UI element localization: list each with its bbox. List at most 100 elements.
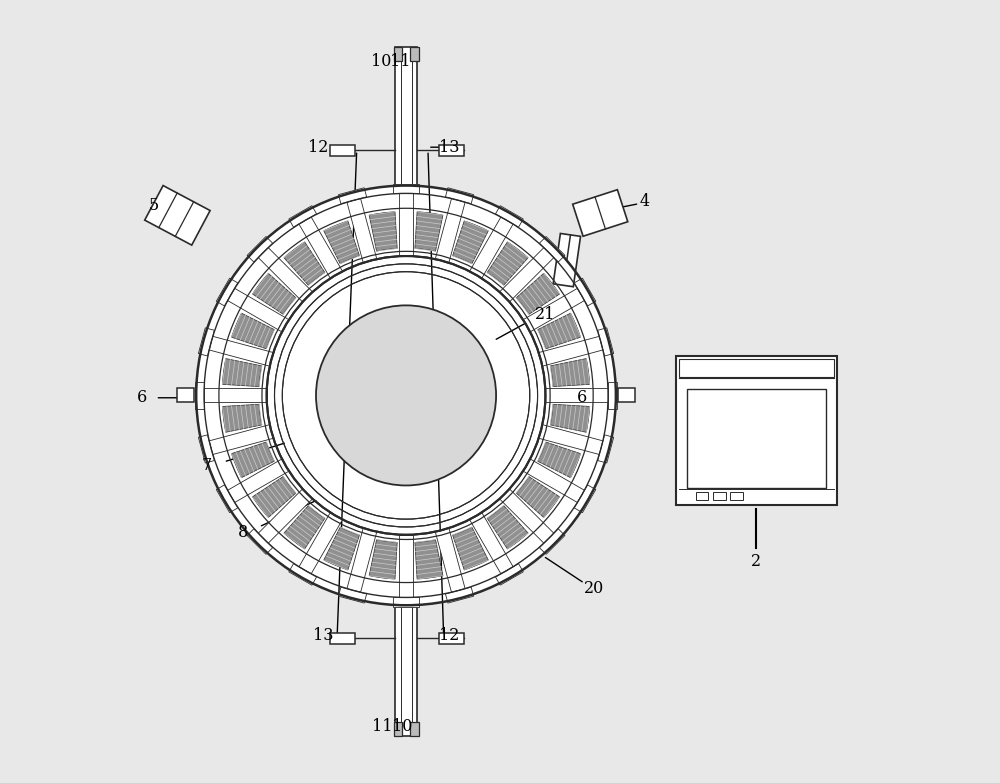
- Polygon shape: [538, 313, 581, 349]
- Polygon shape: [231, 313, 274, 349]
- Polygon shape: [399, 193, 413, 256]
- Circle shape: [284, 273, 528, 518]
- Bar: [394, 722, 402, 736]
- Text: 21: 21: [534, 306, 555, 323]
- Polygon shape: [435, 529, 465, 593]
- Bar: [676, 356, 837, 505]
- Polygon shape: [574, 485, 596, 513]
- Polygon shape: [209, 337, 273, 366]
- Polygon shape: [516, 477, 560, 518]
- Bar: [618, 388, 635, 402]
- Polygon shape: [539, 424, 603, 454]
- Polygon shape: [247, 236, 273, 262]
- Polygon shape: [289, 206, 317, 227]
- Polygon shape: [393, 597, 419, 607]
- Bar: [687, 389, 826, 488]
- Polygon shape: [539, 337, 603, 366]
- Polygon shape: [470, 513, 513, 574]
- Polygon shape: [228, 288, 289, 332]
- Polygon shape: [198, 435, 214, 463]
- Polygon shape: [470, 217, 513, 278]
- Bar: [395, 605, 417, 736]
- Polygon shape: [453, 221, 488, 264]
- Text: 5: 5: [149, 197, 159, 215]
- Polygon shape: [231, 442, 274, 478]
- Text: 12: 12: [308, 139, 329, 156]
- Bar: [395, 47, 417, 186]
- Polygon shape: [399, 535, 413, 597]
- Text: 2: 2: [751, 553, 761, 570]
- Polygon shape: [539, 529, 565, 554]
- Polygon shape: [415, 211, 443, 251]
- Polygon shape: [258, 247, 312, 301]
- Text: 13: 13: [439, 139, 459, 156]
- Bar: [410, 47, 419, 61]
- Bar: [330, 145, 355, 156]
- Polygon shape: [145, 186, 210, 245]
- Polygon shape: [228, 459, 289, 503]
- Polygon shape: [252, 477, 296, 518]
- Polygon shape: [198, 328, 214, 356]
- Polygon shape: [258, 489, 312, 543]
- Polygon shape: [204, 388, 267, 402]
- Polygon shape: [299, 513, 342, 574]
- Polygon shape: [347, 198, 377, 262]
- Text: 11: 11: [390, 52, 411, 70]
- Polygon shape: [338, 587, 367, 603]
- Text: 10: 10: [371, 52, 391, 70]
- Circle shape: [316, 305, 496, 485]
- Bar: [177, 388, 194, 402]
- Bar: [330, 633, 355, 644]
- Polygon shape: [347, 529, 377, 593]
- Polygon shape: [445, 188, 474, 204]
- Polygon shape: [222, 359, 262, 387]
- Polygon shape: [369, 211, 397, 251]
- Bar: [696, 492, 708, 500]
- Text: 20: 20: [584, 580, 604, 597]
- Polygon shape: [538, 442, 581, 478]
- Bar: [679, 359, 834, 377]
- Polygon shape: [500, 489, 554, 543]
- Polygon shape: [496, 206, 523, 227]
- Text: 11: 11: [372, 718, 392, 735]
- Polygon shape: [608, 382, 617, 409]
- Polygon shape: [445, 587, 474, 603]
- Polygon shape: [487, 506, 528, 549]
- Polygon shape: [289, 564, 317, 585]
- Polygon shape: [453, 527, 488, 570]
- Polygon shape: [553, 233, 581, 287]
- Text: 6: 6: [137, 389, 147, 406]
- Polygon shape: [523, 459, 585, 503]
- Text: 8: 8: [238, 524, 248, 541]
- Polygon shape: [496, 564, 523, 585]
- Polygon shape: [487, 242, 528, 285]
- Polygon shape: [324, 221, 359, 264]
- Polygon shape: [573, 189, 628, 236]
- Polygon shape: [216, 278, 238, 306]
- Polygon shape: [435, 198, 465, 262]
- Polygon shape: [338, 188, 367, 204]
- Polygon shape: [523, 288, 585, 332]
- Polygon shape: [550, 404, 590, 432]
- Polygon shape: [516, 273, 560, 314]
- Polygon shape: [209, 424, 273, 454]
- Bar: [410, 722, 419, 736]
- Polygon shape: [216, 485, 238, 513]
- Polygon shape: [598, 435, 614, 463]
- Polygon shape: [574, 278, 596, 306]
- Polygon shape: [545, 388, 608, 402]
- Text: 7: 7: [201, 457, 212, 474]
- Polygon shape: [324, 527, 359, 570]
- Text: 12: 12: [439, 627, 459, 644]
- Polygon shape: [598, 328, 614, 356]
- Polygon shape: [222, 404, 262, 432]
- Text: 13: 13: [313, 627, 333, 644]
- Polygon shape: [284, 242, 325, 285]
- Polygon shape: [247, 529, 273, 554]
- Polygon shape: [369, 539, 397, 579]
- Polygon shape: [539, 236, 565, 262]
- Bar: [713, 492, 726, 500]
- Bar: [439, 145, 464, 156]
- Polygon shape: [284, 506, 325, 549]
- Bar: [394, 47, 402, 61]
